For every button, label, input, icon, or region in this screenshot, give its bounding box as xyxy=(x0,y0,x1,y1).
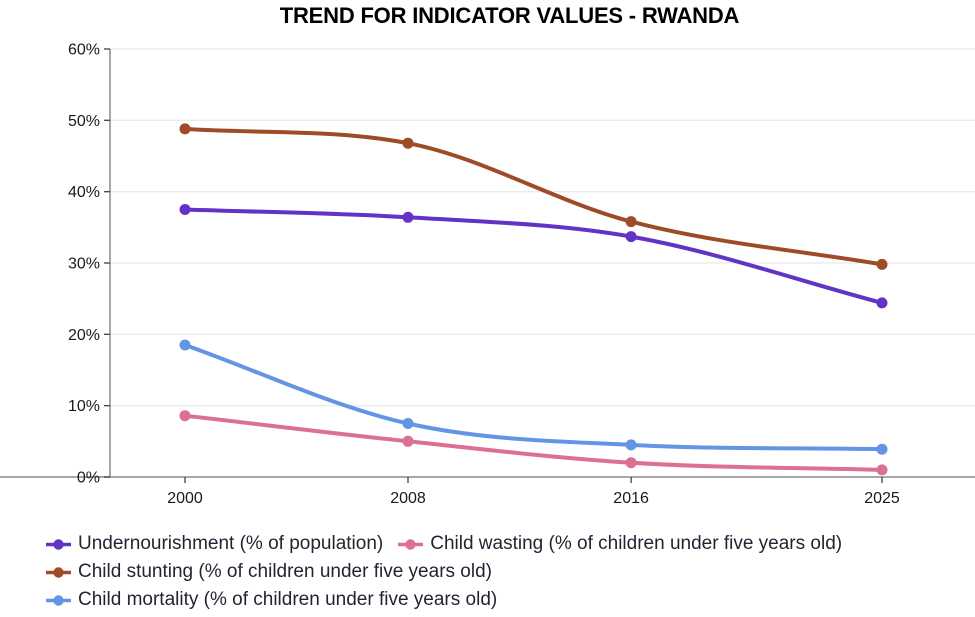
data-point-child-wasting xyxy=(402,435,414,447)
series-line-child-wasting xyxy=(183,413,884,472)
data-point-child-wasting xyxy=(179,410,191,422)
legend-row: Child mortality (% of children under fiv… xyxy=(45,586,975,614)
y-tick-label: 10% xyxy=(68,398,100,415)
data-point-undernourishment- xyxy=(179,204,191,215)
legend-label: Child mortality (% of children under fiv… xyxy=(78,589,498,610)
legend-label: Child wasting (% of children under five … xyxy=(430,533,843,554)
data-point-undernourishment- xyxy=(402,211,414,223)
y-tick-label: 60% xyxy=(68,42,100,59)
series-line-child-mortality xyxy=(183,343,884,452)
legend-marker-icon xyxy=(46,538,71,550)
legend-item-child-wasting: Child wasting (% of children under five … xyxy=(397,533,842,555)
x-tick-label: 2008 xyxy=(390,490,426,507)
legend-marker-icon xyxy=(46,566,71,578)
data-point-child-mortality xyxy=(625,439,637,451)
x-tick-label: 2025 xyxy=(864,490,900,507)
data-point-child-stunting xyxy=(179,123,191,135)
y-tick-label: 50% xyxy=(68,113,100,130)
x-tick-label: 2016 xyxy=(613,490,649,507)
y-tick-label: 30% xyxy=(68,256,100,273)
legend-marker-icon xyxy=(398,538,424,550)
data-point-child-wasting xyxy=(625,457,637,469)
legend-item-child-mortality: Child mortality (% of children under fiv… xyxy=(45,589,497,611)
data-point-child-stunting xyxy=(625,216,637,228)
legend: Undernourishment (% of population) Child … xyxy=(45,530,975,614)
y-tick-label: 20% xyxy=(68,327,100,344)
series-line-child-stunting xyxy=(183,126,884,267)
data-point-child-wasting xyxy=(876,464,888,476)
data-point-child-mortality xyxy=(402,418,414,429)
legend-item-child-stunting: Child stunting (% of children under five… xyxy=(45,561,492,583)
data-point-child-mortality xyxy=(179,339,191,351)
plot-area: 0% 10% 20% 30% 40% 50% 60% 2000 2008 2016 2025 xyxy=(0,42,975,507)
y-tick-label: 0% xyxy=(77,470,100,487)
legend-marker-icon xyxy=(46,594,71,606)
legend-row: Child stunting (% of children under five… xyxy=(45,558,975,586)
data-point-child-stunting xyxy=(876,258,888,270)
y-tick-label: 40% xyxy=(68,184,100,201)
x-tick-label: 2000 xyxy=(167,490,203,507)
series-line-undernourishment- xyxy=(183,207,884,305)
data-point-child-stunting xyxy=(402,137,414,149)
data-point-undernourishment- xyxy=(876,297,888,309)
legend-label: Undernourishment (% of population) xyxy=(78,533,384,554)
data-point-undernourishment- xyxy=(625,231,637,243)
legend-item-undernourishment-: Undernourishment (% of population) xyxy=(45,533,383,555)
legend-label: Child stunting (% of children under five… xyxy=(78,561,492,582)
chart-title: TREND FOR INDICATOR VALUES - RWANDA xyxy=(279,3,740,28)
data-point-child-mortality xyxy=(876,443,888,455)
legend-row: Undernourishment (% of population) Child … xyxy=(45,530,975,558)
